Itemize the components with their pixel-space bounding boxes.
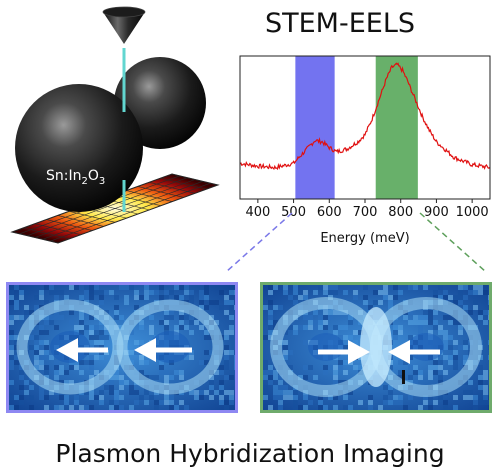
arrow-icon [134,338,192,362]
figure-title: STEM-EELS [265,8,415,39]
x-tick-label: 1000 [456,205,489,220]
x-tick-label: 500 [281,205,306,220]
x-tick-label: 800 [388,205,413,220]
arrow-icon [56,338,108,362]
arrow-icon [388,340,440,364]
electron-probe-cone-icon [102,6,146,44]
plasmon-map-green [260,282,492,413]
x-tick-label: 700 [353,205,378,220]
x-tick-label: 400 [245,205,270,220]
particle-label: Sn:In2O3 [46,168,105,187]
plot-background [240,56,490,199]
green-energy-band [375,56,418,199]
connector-blue [225,212,293,273]
connector-green [419,212,487,273]
blue-energy-band [295,56,335,199]
x-tick-label: 600 [317,205,342,220]
stem-illustration: Sn:In2O3 [10,6,220,244]
nanoparticle-left [15,84,143,212]
bottom-caption: Plasmon Hybridization Imaging [55,439,444,468]
x-axis-label: Energy (meV) [320,231,409,246]
eels-spectrum-chart: 400 500 600 700 800 900 1000 Energy (meV) [239,55,491,246]
arrow-icon [318,340,370,364]
x-tick-label: 900 [424,205,449,220]
plasmon-map-blue [6,282,238,413]
spectrum-series-line [239,62,491,171]
